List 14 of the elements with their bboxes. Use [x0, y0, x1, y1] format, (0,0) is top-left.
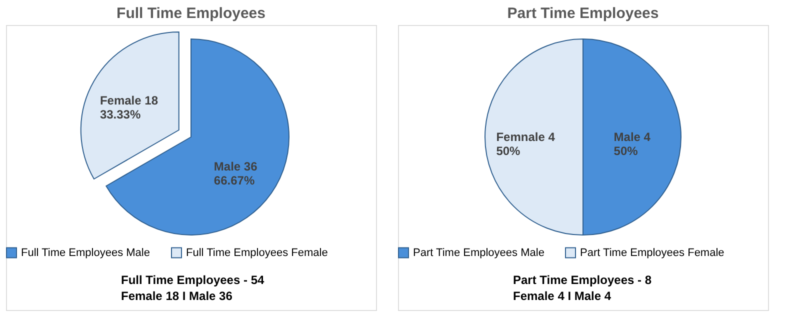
- legend-label: Full Time Employees Female: [186, 246, 328, 259]
- text: Full Time Employees - 54: [121, 273, 264, 287]
- data-label: Female 18 33.33%: [100, 94, 158, 122]
- chart-title: Full Time Employees: [116, 5, 266, 22]
- chart-title: Part Time Employees: [507, 5, 659, 22]
- data-label: Male 4 50%: [614, 130, 651, 158]
- text: Female 4 I Male 4: [513, 289, 612, 303]
- legend-label: Full Time Employees Male: [21, 246, 150, 259]
- text: Female 18 I Male 36: [121, 289, 233, 303]
- text: Part Time Employees - 8: [513, 273, 652, 287]
- data-label: Male 36 66.67%: [214, 159, 258, 188]
- legend-label: Part Time Employees Male: [413, 246, 544, 259]
- legend-label: Part Time Employees Female: [580, 246, 724, 259]
- data-label: Femnale 4 50%: [496, 130, 556, 158]
